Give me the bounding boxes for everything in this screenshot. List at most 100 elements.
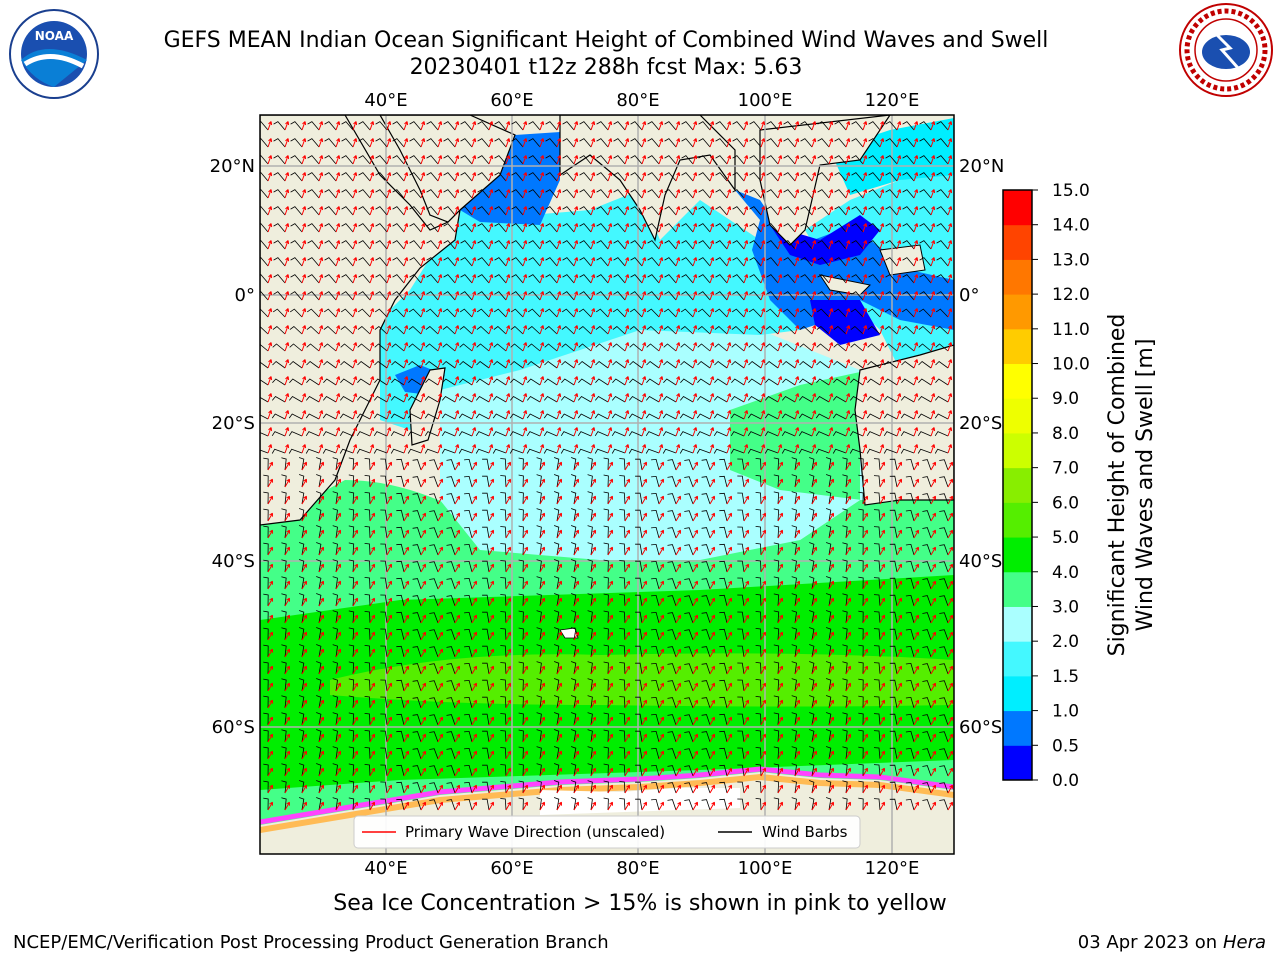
wind-barb (358, 223, 371, 233)
wave-direction-arrow (573, 223, 579, 233)
wave-direction-arrow (284, 750, 290, 760)
wind-barb (755, 713, 762, 726)
wind-barb (288, 448, 303, 454)
wind-barb (596, 138, 609, 148)
wind-barb (446, 493, 456, 505)
wind-barb (305, 395, 320, 403)
wind-barb (613, 189, 626, 199)
wind-barb (390, 395, 405, 403)
wave-direction-arrow (556, 631, 562, 641)
wave-direction-arrow (505, 512, 511, 522)
wave-direction-arrow (539, 223, 545, 233)
wave-direction-arrow (828, 444, 834, 454)
wind-barb (764, 413, 779, 420)
wave-direction-arrow (335, 563, 341, 573)
wind-barb (316, 491, 322, 505)
wave-direction-arrow (624, 342, 630, 352)
wind-barb (364, 696, 371, 709)
wave-direction-arrow (556, 121, 562, 131)
wave-direction-arrow (862, 257, 868, 267)
wave-direction-arrow (335, 682, 341, 692)
wave-direction-arrow (386, 189, 392, 199)
wind-barb (849, 448, 864, 454)
wind-barb (936, 223, 949, 233)
wind-barb (833, 360, 847, 369)
wind-barb (553, 559, 560, 573)
wave-direction-arrow (624, 495, 630, 505)
wave-direction-arrow (658, 767, 664, 777)
wave-direction-arrow (692, 614, 698, 624)
wave-direction-arrow (369, 444, 375, 454)
wind-barb (701, 714, 711, 726)
wind-barb (664, 155, 677, 165)
wave-direction-arrow (777, 121, 783, 131)
wind-barb (494, 274, 507, 284)
wind-barb (587, 712, 593, 726)
wave-direction-arrow (573, 580, 579, 590)
colorbar-segment (1003, 259, 1032, 295)
wind-barb (587, 797, 593, 811)
wave-direction-arrow (284, 631, 290, 641)
wind-barb (684, 476, 694, 488)
wind-barb (939, 765, 949, 777)
wave-direction-arrow (403, 257, 409, 267)
wind-barb (536, 780, 542, 794)
wave-direction-arrow (420, 699, 426, 709)
wind-barb (902, 223, 915, 233)
wind-barb (825, 678, 832, 692)
wind-barb (364, 679, 371, 692)
wind-barb (348, 678, 355, 692)
wind-barb (630, 155, 643, 165)
wave-direction-arrow (556, 750, 562, 760)
wave-direction-arrow (777, 172, 783, 182)
wave-direction-arrow (590, 563, 596, 573)
wave-direction-arrow (641, 546, 647, 556)
wind-barb (562, 223, 575, 233)
wave-direction-arrow (811, 274, 817, 284)
wave-direction-arrow (403, 597, 409, 607)
wind-barb (288, 395, 303, 403)
wave-direction-arrow (930, 750, 936, 760)
wind-barb (553, 542, 560, 556)
wave-direction-arrow (267, 580, 273, 590)
lon-label-120e-top: 120°E (865, 90, 920, 111)
wave-direction-arrow (301, 563, 307, 573)
wind-barb (619, 560, 626, 573)
wind-barb (715, 257, 728, 267)
wind-barb (464, 509, 473, 522)
wind-barb (500, 781, 507, 794)
wind-barb (518, 763, 524, 777)
wave-direction-arrow (284, 784, 290, 794)
wind-barb (348, 542, 355, 556)
lon-label-100e-top: 100°E (738, 90, 793, 111)
wave-direction-arrow (641, 801, 647, 811)
wave-direction-arrow (913, 291, 919, 301)
wind-barb (800, 223, 813, 233)
wind-barb (667, 697, 677, 709)
wind-barb (316, 712, 322, 726)
wind-barb (737, 764, 745, 777)
wind-barb (500, 509, 507, 522)
wind-barb (290, 121, 303, 131)
wave-direction-arrow (913, 682, 919, 692)
wave-direction-arrow (284, 529, 290, 539)
wind-barb (570, 661, 577, 675)
wave-direction-arrow (437, 359, 443, 369)
wave-direction-arrow (777, 648, 783, 658)
wind-barb (272, 308, 286, 318)
wave-direction-arrow (913, 529, 919, 539)
wind-barb (719, 696, 728, 709)
wind-barb (543, 431, 558, 437)
wave-direction-arrow (641, 648, 647, 658)
wave-direction-arrow (658, 546, 664, 556)
wind-barb (885, 189, 898, 199)
wave-direction-arrow (760, 138, 766, 148)
wind-barb (429, 595, 439, 607)
wind-barb (851, 274, 864, 284)
wind-barb (307, 172, 320, 182)
wave-direction-arrow (607, 274, 613, 284)
wind-barb (684, 527, 694, 539)
wind-barb (883, 395, 898, 403)
wind-barb (698, 172, 711, 182)
wind-barb (281, 627, 287, 641)
